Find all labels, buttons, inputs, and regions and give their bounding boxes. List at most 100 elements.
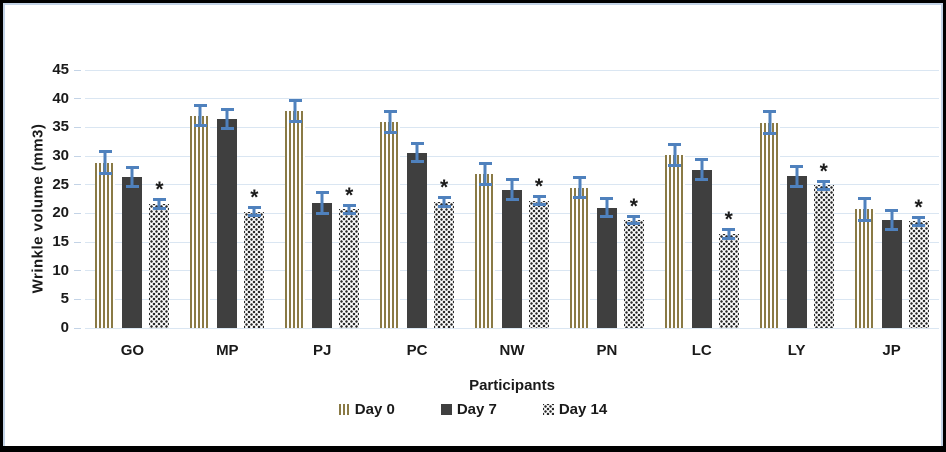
error-bar-cap-top xyxy=(220,107,234,111)
error-bar-cap-top xyxy=(722,228,736,232)
bar-day14-MP xyxy=(244,211,265,328)
error-bar xyxy=(790,164,804,188)
y-tick-label: 5 xyxy=(60,290,69,308)
error-bar-cap-top xyxy=(573,176,587,180)
error-bar-stem xyxy=(700,158,704,182)
error-bar xyxy=(627,215,641,226)
legend-label: Day 7 xyxy=(456,401,497,418)
bar-day7-PC xyxy=(407,152,428,328)
error-bar xyxy=(98,150,112,176)
gridline xyxy=(85,69,939,71)
error-bar xyxy=(478,162,492,187)
error-bar-stem xyxy=(795,164,799,188)
significance-asterisk: * xyxy=(155,178,164,202)
y-tick-mark xyxy=(74,155,81,157)
error-bar-stem xyxy=(768,110,772,136)
error-bar xyxy=(247,206,261,217)
error-bar-cap-bottom xyxy=(437,204,451,208)
y-tick-mark xyxy=(74,270,81,272)
error-bar-cap-bottom xyxy=(383,130,397,134)
x-tick-label: PN xyxy=(596,342,618,359)
error-bar-cap-bottom xyxy=(247,213,261,217)
bar-day7-PN xyxy=(596,207,617,328)
error-bar-cap-bottom xyxy=(573,195,587,199)
error-bar-cap-bottom xyxy=(668,164,682,168)
error-bar-cap-bottom xyxy=(763,132,777,136)
error-bar xyxy=(763,110,777,136)
gridline xyxy=(85,126,939,128)
bar-day7-MP xyxy=(217,118,238,328)
error-bar-cap-bottom xyxy=(627,222,641,226)
error-bar xyxy=(817,179,831,191)
error-bar xyxy=(695,158,709,182)
bar-day7-LC xyxy=(691,169,712,328)
x-tick-label: LC xyxy=(691,342,712,359)
bar-day14-LY xyxy=(813,185,834,328)
error-bar-stem xyxy=(415,141,419,164)
error-bar-cap-top xyxy=(437,196,451,200)
x-tick-label: NW xyxy=(499,342,525,359)
y-tick-label: 25 xyxy=(52,175,69,193)
bar-day0-PN xyxy=(569,187,590,328)
error-bar xyxy=(383,109,397,134)
error-bar-stem xyxy=(388,109,392,134)
y-tick-label: 30 xyxy=(52,147,69,164)
error-bar-cap-top xyxy=(247,206,261,210)
error-bar-cap-bottom xyxy=(288,120,302,124)
error-bar xyxy=(858,196,872,222)
x-tick-label: MP xyxy=(216,342,239,359)
gridline xyxy=(85,98,939,100)
y-tick-mark xyxy=(74,98,81,100)
error-bar-cap-top xyxy=(505,178,519,182)
error-bar-cap-top xyxy=(885,209,899,213)
error-bar-cap-top xyxy=(817,179,831,183)
error-bar-cap-top xyxy=(288,99,302,103)
error-bar xyxy=(315,190,329,216)
error-bar xyxy=(288,99,302,124)
error-bar-cap-top xyxy=(152,198,166,202)
error-bar-stem xyxy=(198,104,202,128)
y-tick-label: 15 xyxy=(52,233,69,250)
bar-day0-JP xyxy=(854,209,875,328)
y-tick-mark xyxy=(74,327,81,329)
error-bar-cap-bottom xyxy=(505,198,519,202)
error-bar-cap-top xyxy=(193,104,207,108)
error-bar-stem xyxy=(727,228,731,240)
x-tick-label: GO xyxy=(120,342,145,359)
error-bar-cap-bottom xyxy=(193,124,207,128)
error-bar-cap-bottom xyxy=(152,206,166,210)
error-bar-cap-bottom xyxy=(125,185,139,189)
error-bar-cap-bottom xyxy=(858,218,872,222)
y-tick-label: 20 xyxy=(52,204,69,222)
x-axis-title: Participants xyxy=(469,377,555,394)
plot-area: * * * * * * * * * xyxy=(85,69,939,329)
error-bar-cap-top xyxy=(763,110,777,114)
x-tick-label: PJ xyxy=(313,342,332,359)
significance-asterisk: * xyxy=(914,195,923,219)
bar-day0-GO xyxy=(95,162,116,328)
y-tick-label: 10 xyxy=(52,261,69,279)
x-axis: GO MP PJ PC NW PN LC LY JP xyxy=(85,342,939,362)
error-bar-cap-top xyxy=(668,143,682,147)
legend: Day 0 Day 7 Day 14 xyxy=(5,401,941,418)
legend-item: Day 7 xyxy=(440,401,497,418)
error-bar xyxy=(600,196,614,219)
error-bar-stem xyxy=(632,215,636,226)
error-bar-stem xyxy=(917,215,921,228)
significance-asterisk: * xyxy=(629,195,638,219)
x-tick-label: JP xyxy=(882,342,901,359)
bar-day0-MP xyxy=(190,115,211,328)
y-tick-mark xyxy=(74,126,81,128)
legend-swatch-day7 xyxy=(440,404,452,415)
y-tick-label: 45 xyxy=(52,61,69,78)
y-tick-label: 40 xyxy=(52,89,69,107)
error-bar xyxy=(193,104,207,128)
error-bar-cap-top xyxy=(790,164,804,168)
error-bar-stem xyxy=(225,107,229,130)
bar-day14-JP xyxy=(908,221,929,328)
error-bar-cap-bottom xyxy=(885,228,899,232)
error-bar xyxy=(505,178,519,202)
y-tick-label: 0 xyxy=(60,319,69,336)
error-bar-cap-bottom xyxy=(600,215,614,219)
error-bar-cap-bottom xyxy=(342,212,356,216)
